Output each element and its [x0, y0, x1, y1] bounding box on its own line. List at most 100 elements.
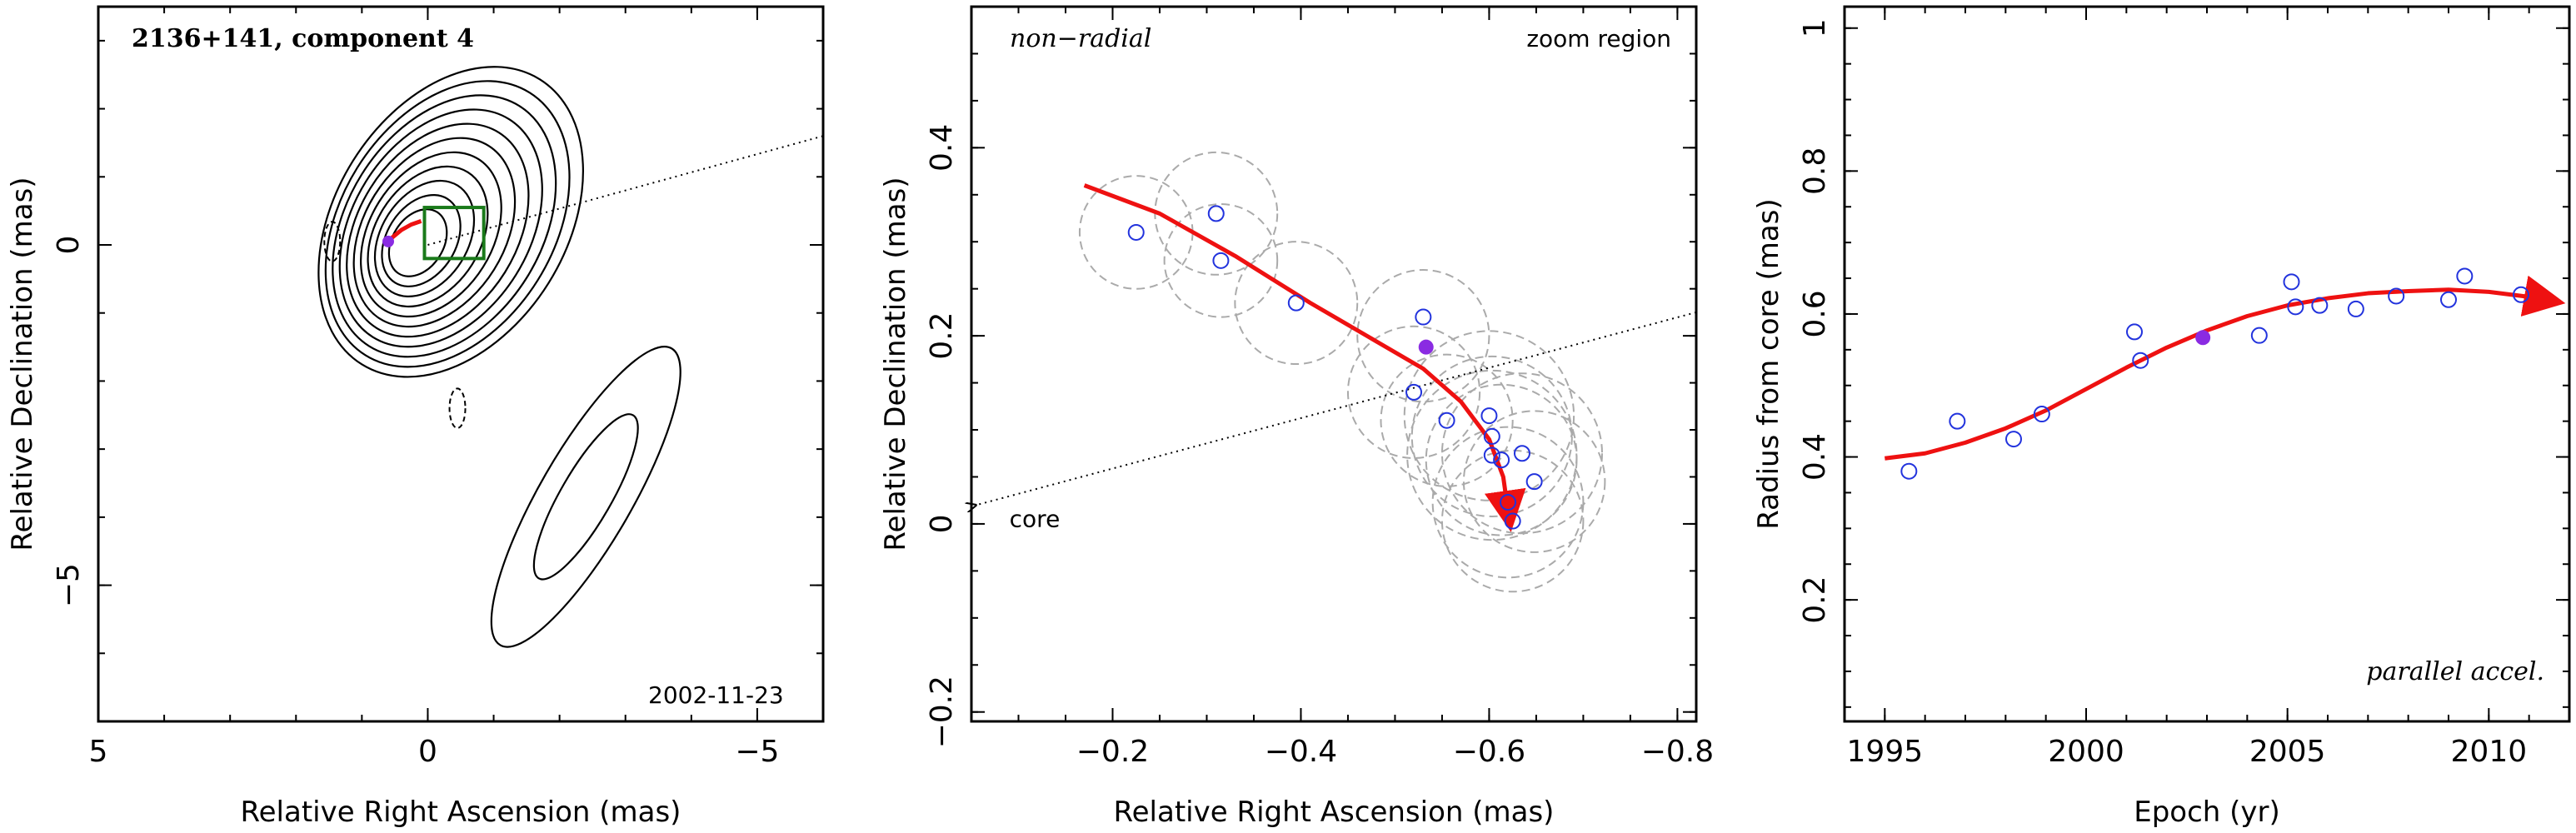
radius-point — [2347, 300, 2364, 317]
contour-level — [352, 137, 517, 328]
panel1-x-tick-label: −5 — [735, 735, 779, 769]
error-circle — [1403, 330, 1575, 501]
contour-level — [360, 151, 502, 318]
panel3-y-tick-label: 1 — [1798, 18, 1832, 37]
error-circle — [1346, 325, 1481, 459]
position-point — [1438, 412, 1455, 429]
panel1-plot-area — [317, 66, 824, 648]
reference-epoch-point — [1418, 339, 1434, 355]
panel2-y-axis-label: Relative Declination (mas) — [879, 177, 912, 551]
panel3-x-tick-label: 1995 — [1847, 735, 1924, 769]
panel2-ticks: −0.2 −0.4 −0.6 −0.8 −0.2 0 0.2 0.4 — [925, 6, 1714, 769]
panel-zoom-region: −0.2 −0.4 −0.6 −0.8 −0.2 0 0.2 0.4 non−radial z… — [879, 5, 1714, 829]
panel1-title: 2136+141, component 4 — [132, 24, 474, 53]
panel3-x-tick-label: 2005 — [2249, 735, 2326, 769]
radius-point — [2283, 273, 2300, 291]
error-circle — [1154, 151, 1279, 276]
secondary-contour-level — [532, 413, 639, 581]
panel2-x-tick-label: −0.6 — [1453, 735, 1525, 769]
position-point — [1513, 445, 1530, 462]
contour-level — [332, 94, 557, 358]
error-circle — [1425, 383, 1578, 536]
contour-level — [324, 80, 571, 368]
fit-curve-arrow — [1885, 275, 2566, 461]
panel2-x-axis-label: Relative Right Ascension (mas) — [1114, 796, 1555, 829]
secondary-contour-level — [490, 346, 681, 648]
radius-point — [2287, 298, 2304, 316]
contour-level — [387, 208, 448, 277]
panel3-y-tick-label: 0.6 — [1798, 290, 1832, 337]
panel3-annotation-parallel-accel: parallel accel. — [2366, 657, 2544, 686]
direction-line — [427, 135, 824, 246]
error-circle — [1380, 353, 1514, 487]
panel1-date-label: 2002-11-23 — [648, 681, 784, 709]
panel-contour-map: 5 0 −5 0 −5 2136+141, component 4 2002-11-23… — [6, 5, 825, 829]
error-circle — [1078, 175, 1194, 290]
radius-point — [2126, 323, 2143, 341]
panel1-y-tick-label: −5 — [52, 563, 86, 607]
position-point — [1493, 451, 1510, 469]
panel2-x-tick-label: −0.2 — [1076, 735, 1149, 769]
panel3-y-axis-label: Radius from core (mas) — [1752, 198, 1785, 529]
position-point — [1287, 294, 1305, 312]
panel2-y-tick-label: −0.2 — [925, 676, 959, 748]
radius-point — [2311, 297, 2329, 314]
panel3-plot-area — [1885, 267, 2566, 480]
contour-level — [373, 179, 476, 297]
panel3-x-tick-label: 2000 — [2048, 735, 2124, 769]
radius-point — [1900, 462, 1918, 480]
contour-level — [338, 108, 543, 348]
contour-level — [317, 66, 584, 378]
radius-point — [2456, 267, 2474, 285]
panel3-y-tick-label: 0.4 — [1798, 433, 1832, 481]
negative-contour — [448, 387, 467, 429]
panel1-x-tick-label: 5 — [89, 735, 108, 769]
panel1-frame — [97, 5, 825, 723]
radius-point — [2388, 287, 2405, 305]
reference-epoch-point — [2195, 330, 2211, 346]
position-point — [1525, 473, 1543, 491]
panel1-y-axis-label: Relative Declination (mas) — [6, 177, 39, 551]
panel2-x-tick-label: −0.4 — [1265, 735, 1337, 769]
panel1-x-tick-label: 0 — [418, 735, 437, 769]
panel1-y-tick-label: 0 — [52, 236, 86, 255]
panel2-annotation-zoom-region: zoom region — [1526, 25, 1671, 52]
panel2-annotation-nonradial: non−radial — [1010, 24, 1151, 53]
error-circle — [1440, 372, 1604, 535]
panel2-plot-area — [976, 151, 1697, 593]
error-circle — [1431, 426, 1585, 579]
error-circle — [1356, 269, 1490, 403]
radius-point — [2250, 327, 2268, 344]
error-circle — [1234, 241, 1359, 366]
position-point — [1405, 383, 1423, 401]
position-point — [1415, 308, 1432, 326]
panel2-y-tick-label: 0.2 — [925, 312, 959, 359]
radius-point — [2440, 291, 2457, 308]
panel3-frame — [1843, 5, 2571, 723]
zoom-region-box — [422, 206, 486, 261]
radius-point — [1949, 412, 1966, 430]
panel3-ticks: 1995 2000 2005 2010 0.2 0.4 0.6 0.8 1 — [1798, 7, 2570, 769]
panel-radius-vs-epoch: 1995 2000 2005 2010 0.2 0.4 0.6 0.8 1 parallel a… — [1752, 5, 2571, 829]
panel1-x-axis-label: Relative Right Ascension (mas) — [241, 796, 681, 829]
panel1-ticks: 5 0 −5 0 −5 — [52, 7, 824, 769]
position-point — [1483, 446, 1500, 464]
radius-point — [2513, 286, 2529, 303]
position-point — [1207, 205, 1225, 222]
panel2-x-tick-label: −0.8 — [1641, 735, 1714, 769]
radius-point — [2033, 406, 2050, 423]
negative-contour — [323, 221, 342, 262]
radius-point — [2132, 352, 2149, 369]
position-point — [1504, 512, 1521, 530]
contour-level — [367, 165, 489, 308]
error-circle — [1440, 449, 1585, 593]
position-point — [1500, 493, 1517, 511]
panel2-y-tick-label: 0.4 — [925, 124, 959, 172]
position-point — [1127, 223, 1145, 241]
panel3-x-tick-label: 2010 — [2451, 735, 2528, 769]
position-point — [1483, 427, 1500, 445]
error-circle — [1163, 203, 1279, 318]
panel2-core-label: core — [1010, 505, 1061, 532]
fit-trajectory-arrow — [1083, 183, 1526, 532]
